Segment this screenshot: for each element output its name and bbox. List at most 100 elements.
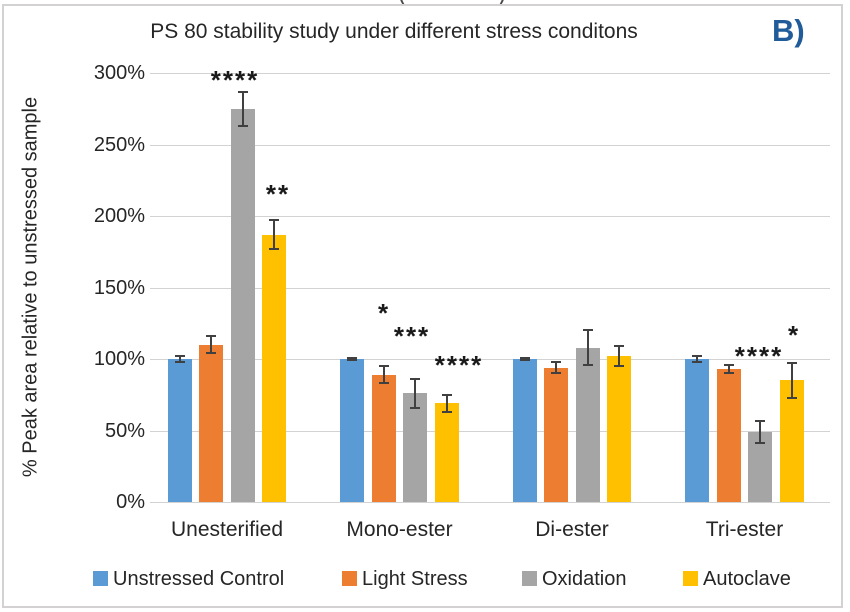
error-bar-light-stress-di-ester (555, 361, 558, 374)
bar-oxidation-di-ester (575, 347, 600, 502)
bar-unstressed-control-mono-ester (340, 359, 365, 502)
bar-unstressed-control-di-ester (512, 359, 537, 502)
error-cap-bottom (692, 360, 703, 363)
figure-label: B) (772, 13, 805, 48)
bar-light-stress-tri-ester (716, 369, 741, 502)
error-bar-autoclave-unesterified (273, 220, 276, 249)
legend-swatch-unstressed-control (93, 571, 108, 586)
error-cap-top (206, 335, 217, 338)
error-cap-bottom (378, 382, 389, 385)
error-bar-light-stress-unesterified (210, 336, 213, 354)
legend-swatch-autoclave (683, 571, 698, 586)
error-cap-bottom (755, 442, 766, 445)
ytick-100: 100% (93, 348, 145, 370)
error-bar-oxidation-di-ester (586, 330, 589, 365)
bar-light-stress-mono-ester (371, 374, 396, 502)
error-cap-bottom (441, 410, 452, 413)
gridline-50 (150, 430, 830, 432)
error-cap-bottom (206, 352, 217, 355)
error-bar-unstressed-control-tri-ester (696, 356, 699, 362)
legend-label-light-stress: Light Stress (362, 568, 468, 590)
ytick-200: 200% (93, 205, 145, 227)
error-bar-autoclave-tri-ester (790, 363, 793, 398)
error-cap-top (786, 362, 797, 365)
bar-unstressed-control-tri-ester (685, 359, 710, 502)
error-cap-bottom (786, 396, 797, 399)
bar-autoclave-mono-ester (434, 403, 459, 502)
bar-oxidation-unesterified (230, 108, 255, 503)
bar-autoclave-di-ester (607, 356, 632, 502)
error-cap-top (614, 345, 625, 348)
error-cap-top (692, 355, 703, 358)
chart-title: PS 80 stability study under different st… (150, 20, 638, 43)
significance-marker-tri-ester-oxidation: **** (734, 341, 784, 371)
gridline-100 (150, 359, 830, 360)
legend-label-autoclave: Autoclave (703, 568, 791, 590)
bar-unstressed-control-unesterified (167, 359, 192, 502)
bar-oxidation-mono-ester (403, 393, 428, 502)
ytick-250: 250% (93, 133, 145, 156)
error-cap-top (237, 90, 248, 93)
error-bar-unstressed-control-di-ester (523, 357, 526, 361)
ytick-150: 150% (93, 276, 145, 299)
error-cap-top (582, 329, 593, 332)
error-cap-bottom (519, 359, 530, 362)
error-bar-autoclave-mono-ester (445, 394, 448, 412)
error-cap-bottom (614, 365, 625, 368)
gridline-300 (150, 73, 830, 74)
significance-marker-unesterified-autoclave: ** (265, 179, 291, 209)
error-cap-top (551, 360, 562, 363)
error-cap-bottom (723, 372, 734, 375)
error-bar-light-stress-tri-ester (727, 364, 730, 374)
error-cap-top (410, 378, 421, 380)
legend-swatch-oxidation (522, 571, 537, 586)
significance-marker-tri-ester-autoclave: * (787, 320, 801, 350)
significance-marker-mono-ester-light-stress: * (377, 298, 391, 328)
error-bar-unstressed-control-unesterified (178, 356, 181, 362)
error-bar-autoclave-di-ester (618, 346, 621, 367)
gridline-0 (150, 502, 830, 503)
error-cap-top (378, 365, 389, 368)
bar-light-stress-di-ester (544, 367, 569, 502)
error-bar-light-stress-mono-ester (382, 366, 385, 384)
xtick-unesterified: Unesterified (170, 518, 284, 541)
error-cap-top (347, 356, 358, 359)
significance-marker-mono-ester-oxidation: *** (393, 321, 431, 351)
error-cap-top (269, 219, 280, 222)
ytick-300: 300% (93, 62, 145, 84)
legend-swatch-light-stress (342, 571, 357, 586)
error-bar-oxidation-mono-ester (414, 379, 417, 408)
bar-autoclave-tri-ester (779, 380, 804, 502)
significance-marker-unesterified-oxidation: **** (210, 65, 260, 95)
ytick-50: 50% (104, 419, 145, 442)
error-cap-bottom (582, 363, 593, 366)
significance-marker-mono-ester-autoclave: **** (434, 350, 484, 380)
gridline-200 (150, 216, 830, 217)
gridline-250 (150, 144, 830, 146)
error-cap-bottom (174, 360, 185, 363)
error-cap-top (723, 363, 734, 366)
error-cap-bottom (551, 372, 562, 375)
error-bar-oxidation-unesterified (241, 91, 244, 126)
error-bar-unstressed-control-mono-ester (351, 357, 354, 361)
error-cap-bottom (347, 359, 358, 362)
error-cap-top (519, 356, 530, 359)
xtick-mono-ester: Mono-ester (346, 518, 453, 541)
top-crop-text: () (398, 0, 538, 4)
ytick-0: 0% (116, 491, 145, 513)
xtick-tri-ester: Tri-ester (705, 518, 784, 541)
gridline-150 (150, 287, 830, 289)
bar-light-stress-unesterified (199, 344, 224, 502)
error-cap-top (174, 355, 185, 358)
legend-label-oxidation: Oxidation (542, 568, 627, 590)
bar-autoclave-unesterified (262, 234, 287, 502)
error-cap-bottom (410, 406, 421, 409)
legend-label-unstressed-control: Unstressed Control (113, 568, 285, 590)
error-cap-bottom (237, 124, 248, 127)
error-bar-oxidation-tri-ester (759, 420, 762, 444)
error-cap-top (441, 393, 452, 396)
error-cap-bottom (269, 247, 280, 250)
error-cap-top (755, 419, 766, 422)
xtick-di-ester: Di-ester (535, 518, 609, 541)
